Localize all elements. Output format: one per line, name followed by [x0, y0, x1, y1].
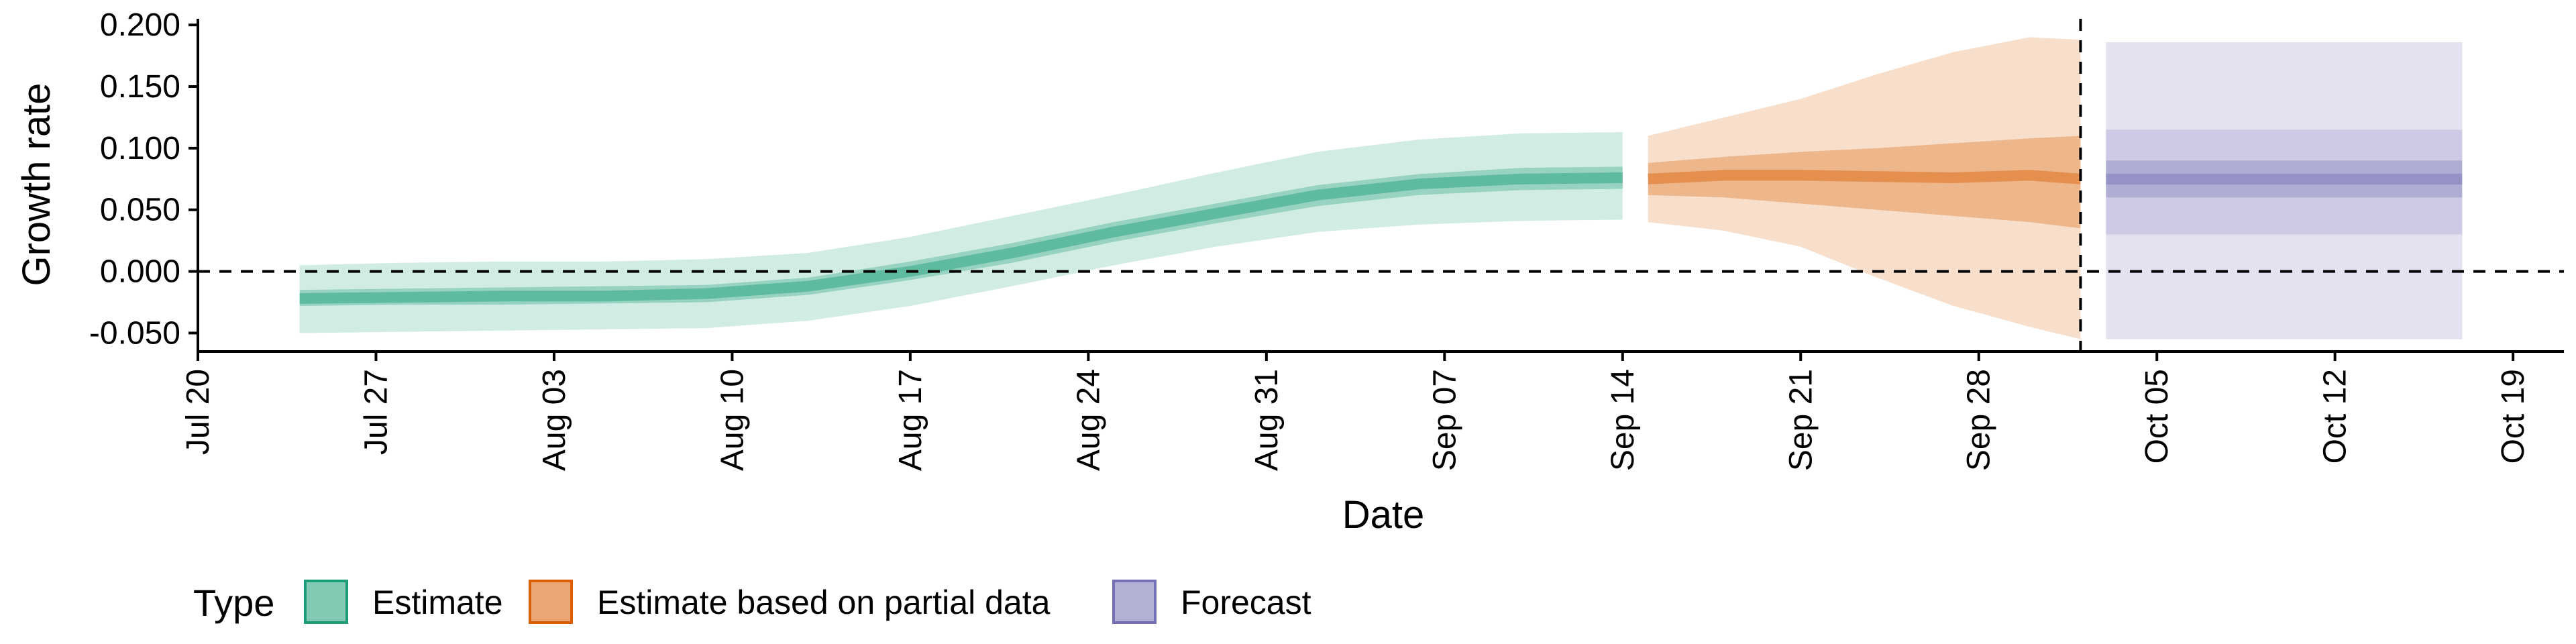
- y-tick-label: 0.000: [100, 254, 180, 290]
- x-tick-label: Aug 10: [714, 369, 750, 471]
- x-tick-label: Sep 07: [1427, 369, 1462, 471]
- y-tick-label: 0.150: [100, 69, 180, 105]
- legend-label-forecast: Forecast: [1181, 584, 1311, 621]
- uncertainty-bands: [299, 37, 2463, 339]
- x-axis-title: Date: [1342, 493, 1425, 537]
- x-tick-label: Jul 27: [358, 369, 394, 455]
- forecast-band-70: [2106, 129, 2463, 235]
- x-tick-label: Oct 19: [2496, 369, 2531, 464]
- legend-label-estimate: Estimate: [372, 584, 503, 621]
- x-tick-label: Aug 17: [893, 369, 928, 471]
- estimate-based-on-partial-data-median-line: [1648, 170, 2082, 184]
- estimate-based-on-partial-data-band-90: [1648, 37, 2081, 339]
- x-tick-label: Sep 28: [1962, 369, 1997, 471]
- y-tick-label: 0.050: [100, 193, 180, 228]
- x-tick-label: Aug 24: [1071, 369, 1106, 471]
- legend-swatch-forecast: [1112, 580, 1157, 624]
- legend-swatch-estimate-based-on-partial-data: [529, 580, 573, 624]
- legend-swatch-estimate: [304, 580, 348, 624]
- y-tick-label: 0.100: [100, 131, 180, 166]
- x-tick-label: Sep 21: [1783, 369, 1819, 471]
- x-tick-label: Jul 20: [180, 369, 216, 455]
- x-tick-label: Sep 14: [1605, 369, 1641, 471]
- legend: Type Estimate Estimate based on partial d…: [193, 580, 1311, 624]
- legend-title: Type: [193, 582, 274, 624]
- forecast-band-90: [2106, 42, 2463, 339]
- y-tick-label: -0.050: [89, 315, 180, 351]
- forecast-band-50: [2106, 160, 2463, 198]
- x-tick-label: Oct 05: [2139, 369, 2175, 464]
- legend-label-estimate-based-on-partial-data: Estimate based on partial data: [597, 584, 1051, 621]
- y-axis-title: Growth rate: [15, 83, 58, 286]
- estimate-median-line: [299, 172, 1623, 305]
- reference-lines: [198, 19, 2564, 352]
- estimate-based-on-partial-data-band-50: [1648, 136, 2081, 229]
- estimate-band-50: [299, 166, 1623, 307]
- x-tick-label: Aug 03: [537, 369, 572, 471]
- y-tick-label: 0.200: [100, 7, 180, 43]
- x-tick-label: Aug 31: [1249, 369, 1285, 471]
- x-tick-label: Oct 12: [2318, 369, 2353, 464]
- estimate-band-90: [299, 132, 1623, 333]
